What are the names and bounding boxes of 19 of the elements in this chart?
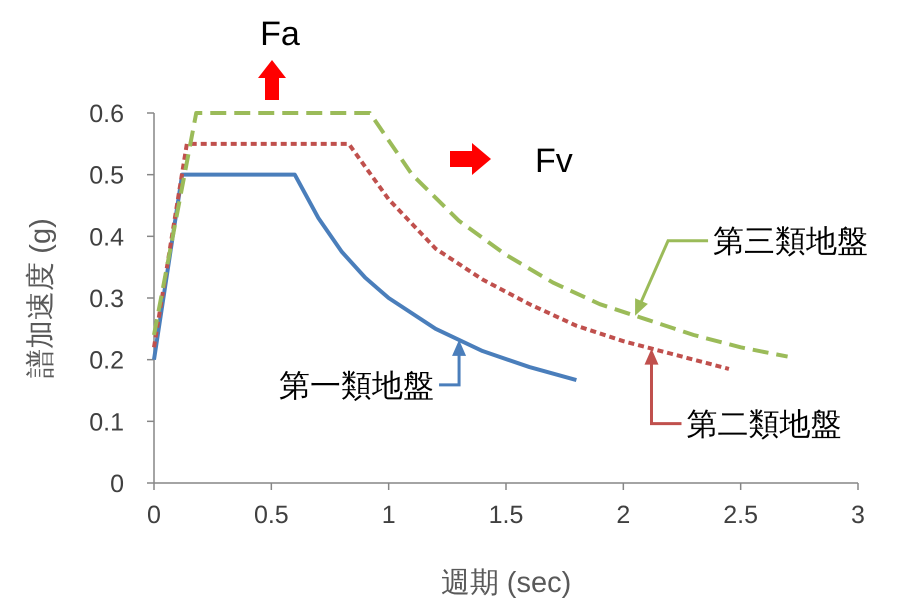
y-tick-label: 0.4 — [89, 223, 124, 252]
x-tick-label: 1.5 — [488, 501, 524, 529]
x-tick-label: 1 — [382, 501, 396, 529]
y-tick-label: 0.2 — [89, 346, 124, 375]
x-tick-label: 2 — [616, 501, 630, 529]
series-label: 第二類地盤 — [686, 406, 842, 442]
y-tick-label: 0.6 — [89, 100, 124, 128]
x-tick-label: 0 — [147, 501, 161, 529]
x-tick-label: 3 — [851, 501, 865, 529]
y-tick-label: 0 — [110, 470, 124, 498]
x-axis-title: 週期 (sec) — [440, 567, 572, 599]
text: Fa — [260, 15, 300, 53]
x-tick-label: 2.5 — [723, 501, 758, 529]
y-tick-label: 0.3 — [89, 285, 124, 313]
y-tick-label: 0.1 — [89, 408, 124, 436]
x-tick-label: 0.5 — [254, 501, 289, 529]
y-axis-title: 譜加速度 (g) — [25, 218, 57, 378]
y-tick-label: 0.5 — [89, 162, 124, 190]
legend-label: 第一類地盤 — [279, 368, 434, 403]
